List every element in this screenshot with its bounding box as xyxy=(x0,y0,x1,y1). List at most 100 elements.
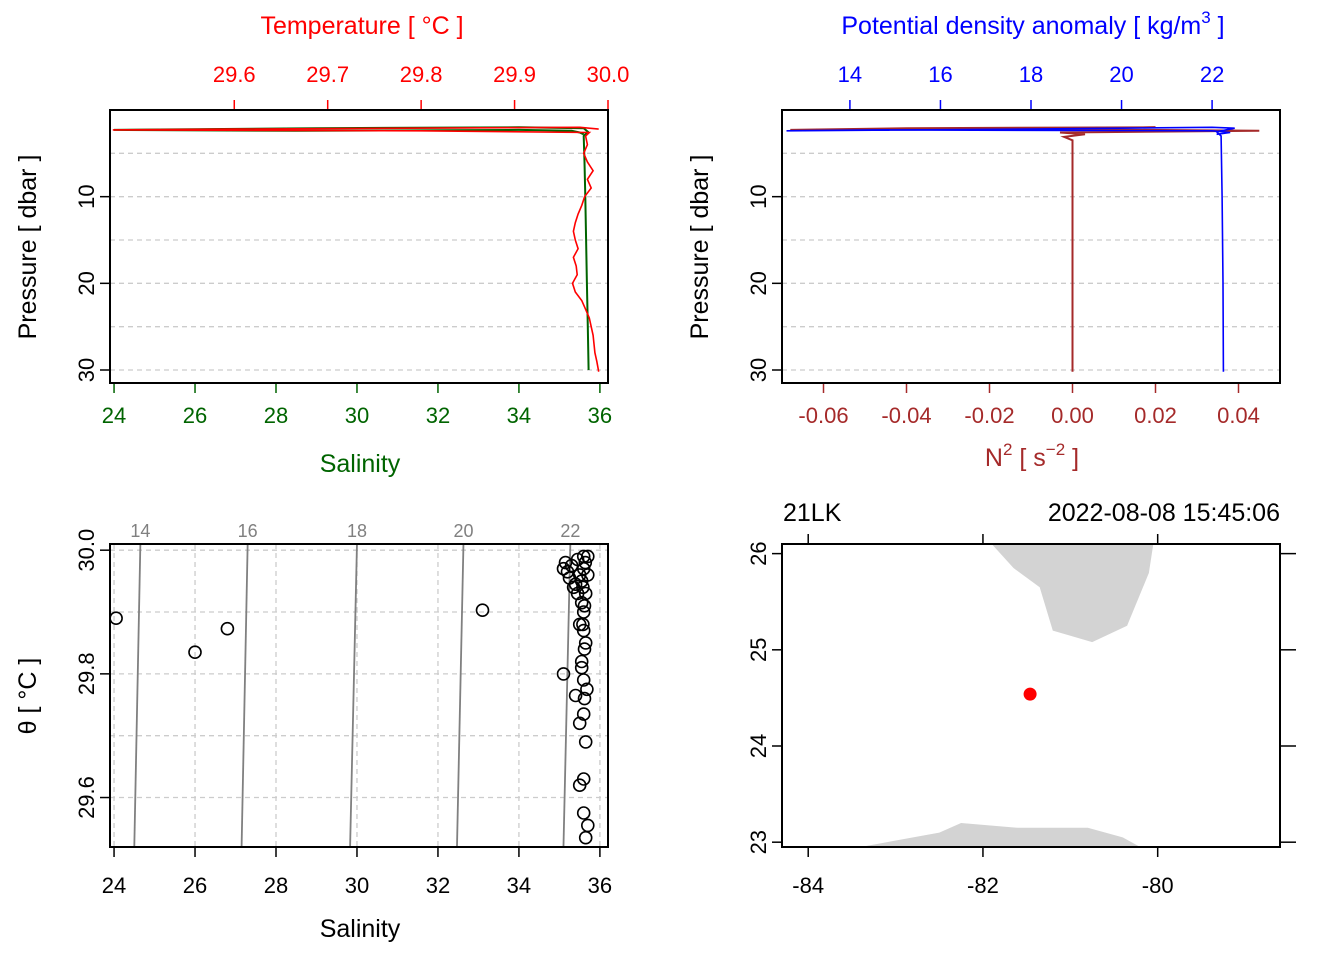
n2-title-exp: 2 xyxy=(1003,440,1012,459)
ts-point xyxy=(572,716,587,731)
isopycnal-label: 22 xyxy=(560,521,580,541)
y-tick-label: 20 xyxy=(746,271,771,295)
top-tick-label: 29.8 xyxy=(400,62,443,87)
ts-diagram-y-axis-title: θ [ °C ] xyxy=(14,658,42,735)
ts-point xyxy=(580,682,594,697)
ts-diagram-bottom-ticks: 24 26 28 30 32 34 36 xyxy=(102,847,612,898)
lon-tick-label: -82 xyxy=(967,873,999,898)
ts-point xyxy=(556,667,571,681)
ts-point xyxy=(578,735,593,749)
ts-point xyxy=(577,691,592,706)
isopycnal-line xyxy=(133,543,142,848)
ts-point xyxy=(574,654,589,669)
ts-point xyxy=(560,564,575,579)
n2-title-unit: [ s xyxy=(1012,444,1045,472)
density-profile-top-ticks: 14 16 18 20 22 xyxy=(838,62,1224,110)
ts-point xyxy=(580,818,595,833)
n2-title-close: ] xyxy=(1065,444,1079,472)
bottom-tick-label: 32 xyxy=(426,403,450,428)
lon-tick-label: -80 xyxy=(1142,873,1174,898)
x-tick-label: 26 xyxy=(183,873,207,898)
station-name: 21LK xyxy=(783,499,842,527)
ts-point xyxy=(580,549,595,564)
ts-profile-bottom-ticks: 24 26 28 30 32 34 36 xyxy=(102,383,612,428)
y-tick-label: 20 xyxy=(74,271,99,295)
y-tick-label: 10 xyxy=(74,184,99,208)
lat-tick-label: 23 xyxy=(746,830,771,854)
station-datetime: 2022-08-08 15:45:06 xyxy=(1048,499,1280,527)
station-marker xyxy=(1023,687,1037,701)
ts-diagram-panel: 14 16 18 20 22 29.6 29.8 30.0 24 26 28 30 32 34 36 θ… xyxy=(14,521,612,943)
isopycnal-label: 20 xyxy=(453,521,473,541)
top-tick-label: 22 xyxy=(1200,62,1224,87)
ts-point xyxy=(576,707,591,721)
bottom-tick-label: 24 xyxy=(102,403,126,428)
n2-profile-line xyxy=(790,126,1260,372)
ts-diagram-frame xyxy=(109,543,609,848)
density-profile-line xyxy=(786,126,1235,372)
ts-point xyxy=(556,561,571,576)
top-tick-label: 16 xyxy=(928,62,952,87)
density-title-close: ] xyxy=(1211,12,1225,40)
bottom-tick-label: -0.02 xyxy=(964,403,1014,428)
station-map-panel: -84 -82 -80 23 24 25 26 21LK 2022-08-08 15:45:… xyxy=(746,499,1296,898)
top-tick-label: 29.7 xyxy=(306,62,349,87)
ts-point xyxy=(577,598,592,613)
density-title-main: Potential density anomaly [ kg/m xyxy=(841,12,1201,40)
top-tick-label: 20 xyxy=(1109,62,1133,87)
bottom-tick-label: 0.00 xyxy=(1051,403,1094,428)
x-tick-label: 30 xyxy=(345,873,369,898)
ts-point xyxy=(572,778,587,793)
y-tick-label: 30.0 xyxy=(74,529,99,572)
y-tick-label: 29.8 xyxy=(74,652,99,695)
lon-tick-label: -84 xyxy=(792,873,824,898)
station-map-frame xyxy=(781,543,1281,848)
bottom-tick-label: 30 xyxy=(345,403,369,428)
ts-diagram-points xyxy=(109,549,595,845)
isopycnal-line xyxy=(349,543,358,848)
ts-profile-frame xyxy=(109,109,609,384)
ts-point xyxy=(576,549,591,564)
ts-point xyxy=(578,555,593,570)
ts-point xyxy=(577,642,592,656)
ts-point xyxy=(109,611,123,626)
x-tick-label: 24 xyxy=(102,873,126,898)
density-profile-bottom-ticks: -0.06 -0.04 -0.02 0.00 0.02 0.04 xyxy=(798,383,1260,428)
top-tick-label: 29.6 xyxy=(213,62,256,87)
density-profile-frame xyxy=(781,109,1281,384)
x-tick-label: 36 xyxy=(588,873,612,898)
density-title-exponent: 3 xyxy=(1201,8,1210,27)
ts-profile-top-axis-title: Temperature [ °C ] xyxy=(260,12,463,40)
top-tick-label: 18 xyxy=(1019,62,1043,87)
density-profile-panel: Potential density anomaly [ kg/m3 ] 14 16… xyxy=(686,8,1281,472)
ts-diagram-grid xyxy=(110,544,608,847)
ts-profile-y-axis-title: Pressure [ dbar ] xyxy=(14,155,42,340)
bottom-tick-label: 0.02 xyxy=(1134,403,1177,428)
density-profile-left-ticks: 10 20 30 xyxy=(746,184,782,382)
top-tick-label: 30.0 xyxy=(587,62,630,87)
n2-title-unit-exp: −2 xyxy=(1046,440,1065,459)
top-tick-label: 29.9 xyxy=(493,62,536,87)
ts-profile-top-ticks: 29.6 29.7 29.8 29.9 30.0 xyxy=(213,62,630,110)
ts-diagram-left-ticks: 29.6 29.8 30.0 xyxy=(74,529,110,819)
bottom-tick-label: -0.06 xyxy=(798,403,848,428)
n2-axis-title: N2 [ s−2 ] xyxy=(985,440,1079,472)
top-tick-label: 14 xyxy=(838,62,862,87)
map-ticks: -84 -82 -80 23 24 25 26 xyxy=(746,534,1296,898)
isopycnal-label: 16 xyxy=(238,521,258,541)
ts-point xyxy=(220,621,235,636)
ts-profile-bottom-axis-title: Salinity xyxy=(320,450,401,478)
bottom-tick-label: 26 xyxy=(183,403,207,428)
lat-tick-label: 25 xyxy=(746,638,771,662)
x-tick-label: 32 xyxy=(426,873,450,898)
isopycnal-line xyxy=(456,543,465,848)
ts-point xyxy=(572,617,587,632)
ts-point xyxy=(558,555,573,570)
land-polygon xyxy=(860,823,1141,847)
y-tick-label: 30 xyxy=(74,358,99,382)
y-tick-label: 30 xyxy=(746,358,771,382)
ts-point xyxy=(570,586,585,601)
x-tick-label: 28 xyxy=(264,873,288,898)
ts-point xyxy=(188,645,202,660)
